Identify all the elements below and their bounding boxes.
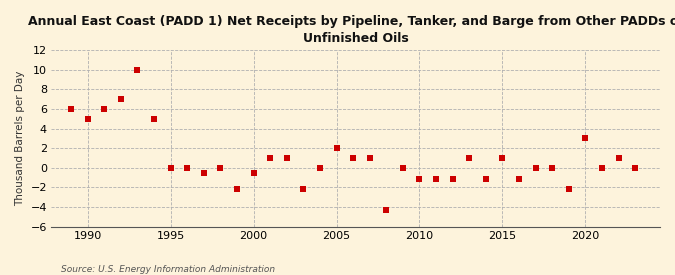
Point <box>431 176 441 181</box>
Point <box>398 166 408 170</box>
Point <box>613 156 624 160</box>
Point <box>514 176 524 181</box>
Point <box>281 156 292 160</box>
Point <box>215 166 226 170</box>
Point <box>381 208 392 212</box>
Point <box>530 166 541 170</box>
Point <box>265 156 275 160</box>
Point <box>298 187 308 192</box>
Point <box>148 117 159 121</box>
Point <box>315 166 325 170</box>
Point <box>65 107 76 111</box>
Point <box>248 170 259 175</box>
Point <box>348 156 358 160</box>
Point <box>497 156 508 160</box>
Point <box>232 187 242 192</box>
Point <box>564 187 574 192</box>
Point <box>198 170 209 175</box>
Point <box>364 156 375 160</box>
Text: Source: U.S. Energy Information Administration: Source: U.S. Energy Information Administ… <box>61 265 275 274</box>
Point <box>580 136 591 141</box>
Point <box>547 166 558 170</box>
Point <box>99 107 110 111</box>
Point <box>630 166 641 170</box>
Point <box>597 166 608 170</box>
Title: Annual East Coast (PADD 1) Net Receipts by Pipeline, Tanker, and Barge from Othe: Annual East Coast (PADD 1) Net Receipts … <box>28 15 675 45</box>
Point <box>115 97 126 101</box>
Point <box>448 176 458 181</box>
Y-axis label: Thousand Barrels per Day: Thousand Barrels per Day <box>15 71 25 206</box>
Point <box>481 176 491 181</box>
Point <box>82 117 93 121</box>
Point <box>331 146 342 150</box>
Point <box>414 176 425 181</box>
Point <box>132 68 143 72</box>
Point <box>165 166 176 170</box>
Point <box>464 156 475 160</box>
Point <box>182 166 192 170</box>
